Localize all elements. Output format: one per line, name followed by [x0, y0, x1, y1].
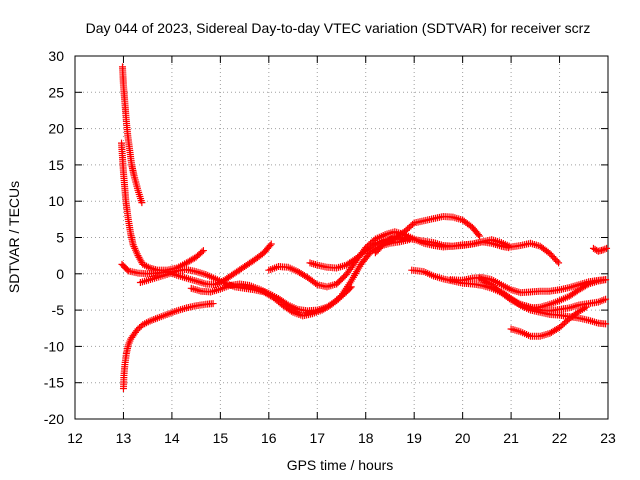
data-point: [601, 245, 609, 253]
series-track-9: [371, 233, 513, 257]
data-point: [555, 259, 563, 267]
data-point: [389, 234, 397, 242]
series-track-3: [119, 300, 217, 393]
data-point: [312, 279, 320, 287]
data-point: [370, 241, 378, 249]
x-tick-label: 22: [552, 430, 568, 446]
data-point: [602, 276, 610, 284]
x-tick-label: 15: [213, 430, 229, 446]
data-point: [582, 303, 590, 311]
data-point: [266, 241, 274, 249]
series-track-2: [118, 139, 207, 274]
data-series: [118, 63, 611, 393]
y-tick-label: 25: [48, 84, 64, 100]
x-tick-label: 16: [261, 430, 277, 446]
series-track-11: [447, 273, 610, 297]
series-track-14: [507, 303, 590, 340]
data-point: [199, 247, 207, 255]
data-point: [287, 307, 295, 315]
x-axis-title: GPS time / hours: [287, 457, 394, 473]
y-tick-label: 5: [56, 230, 64, 246]
x-tick-label: 21: [503, 430, 519, 446]
data-point: [347, 283, 355, 291]
y-tick-label: -20: [44, 411, 64, 427]
data-point: [198, 248, 206, 256]
data-point: [138, 199, 146, 207]
y-tick-label: 10: [48, 193, 64, 209]
series-track-1: [118, 63, 146, 207]
x-tick-label: 17: [309, 430, 325, 446]
y-tick-label: 15: [48, 157, 64, 173]
plot-frame: [74, 55, 609, 420]
data-point: [505, 244, 513, 252]
x-tick-label: 20: [455, 430, 471, 446]
y-tick-label: -15: [44, 375, 64, 391]
axis-ticks: 12 13 14 15 16 17 18 19 20 21 22 23 -20 -15 -10 -5 0 5 10 1…: [44, 48, 616, 446]
data-point: [283, 300, 291, 308]
y-tick-label: 20: [48, 121, 64, 137]
data-point: [209, 300, 217, 308]
x-tick-label: 13: [116, 430, 132, 446]
data-point: [346, 284, 354, 292]
y-axis-title: SDTVAR / TECUs: [6, 181, 22, 293]
data-point: [267, 240, 275, 248]
y-tick-label: 30: [48, 48, 64, 64]
data-point: [476, 232, 484, 240]
x-tick-label: 19: [406, 430, 422, 446]
x-tick-label: 18: [358, 430, 374, 446]
data-point: [553, 257, 561, 265]
x-tick-label: 14: [164, 430, 180, 446]
data-point: [474, 231, 482, 239]
y-tick-label: 0: [56, 266, 64, 282]
series-track-6: [187, 280, 355, 315]
grid: [75, 56, 608, 419]
y-tick-label: -5: [52, 302, 65, 318]
data-point: [602, 295, 610, 303]
y-tick-label: -10: [44, 338, 64, 354]
x-tick-label: 12: [67, 430, 83, 446]
data-point: [409, 220, 417, 228]
chart-title: Day 044 of 2023, Sidereal Day-to-day VTE…: [86, 20, 591, 36]
data-point: [603, 244, 611, 252]
series-track-15: [589, 244, 611, 255]
data-point: [515, 301, 523, 309]
x-tick-label: 23: [600, 430, 616, 446]
data-point: [602, 320, 610, 328]
data-point: [598, 297, 606, 305]
data-point: [599, 246, 607, 254]
